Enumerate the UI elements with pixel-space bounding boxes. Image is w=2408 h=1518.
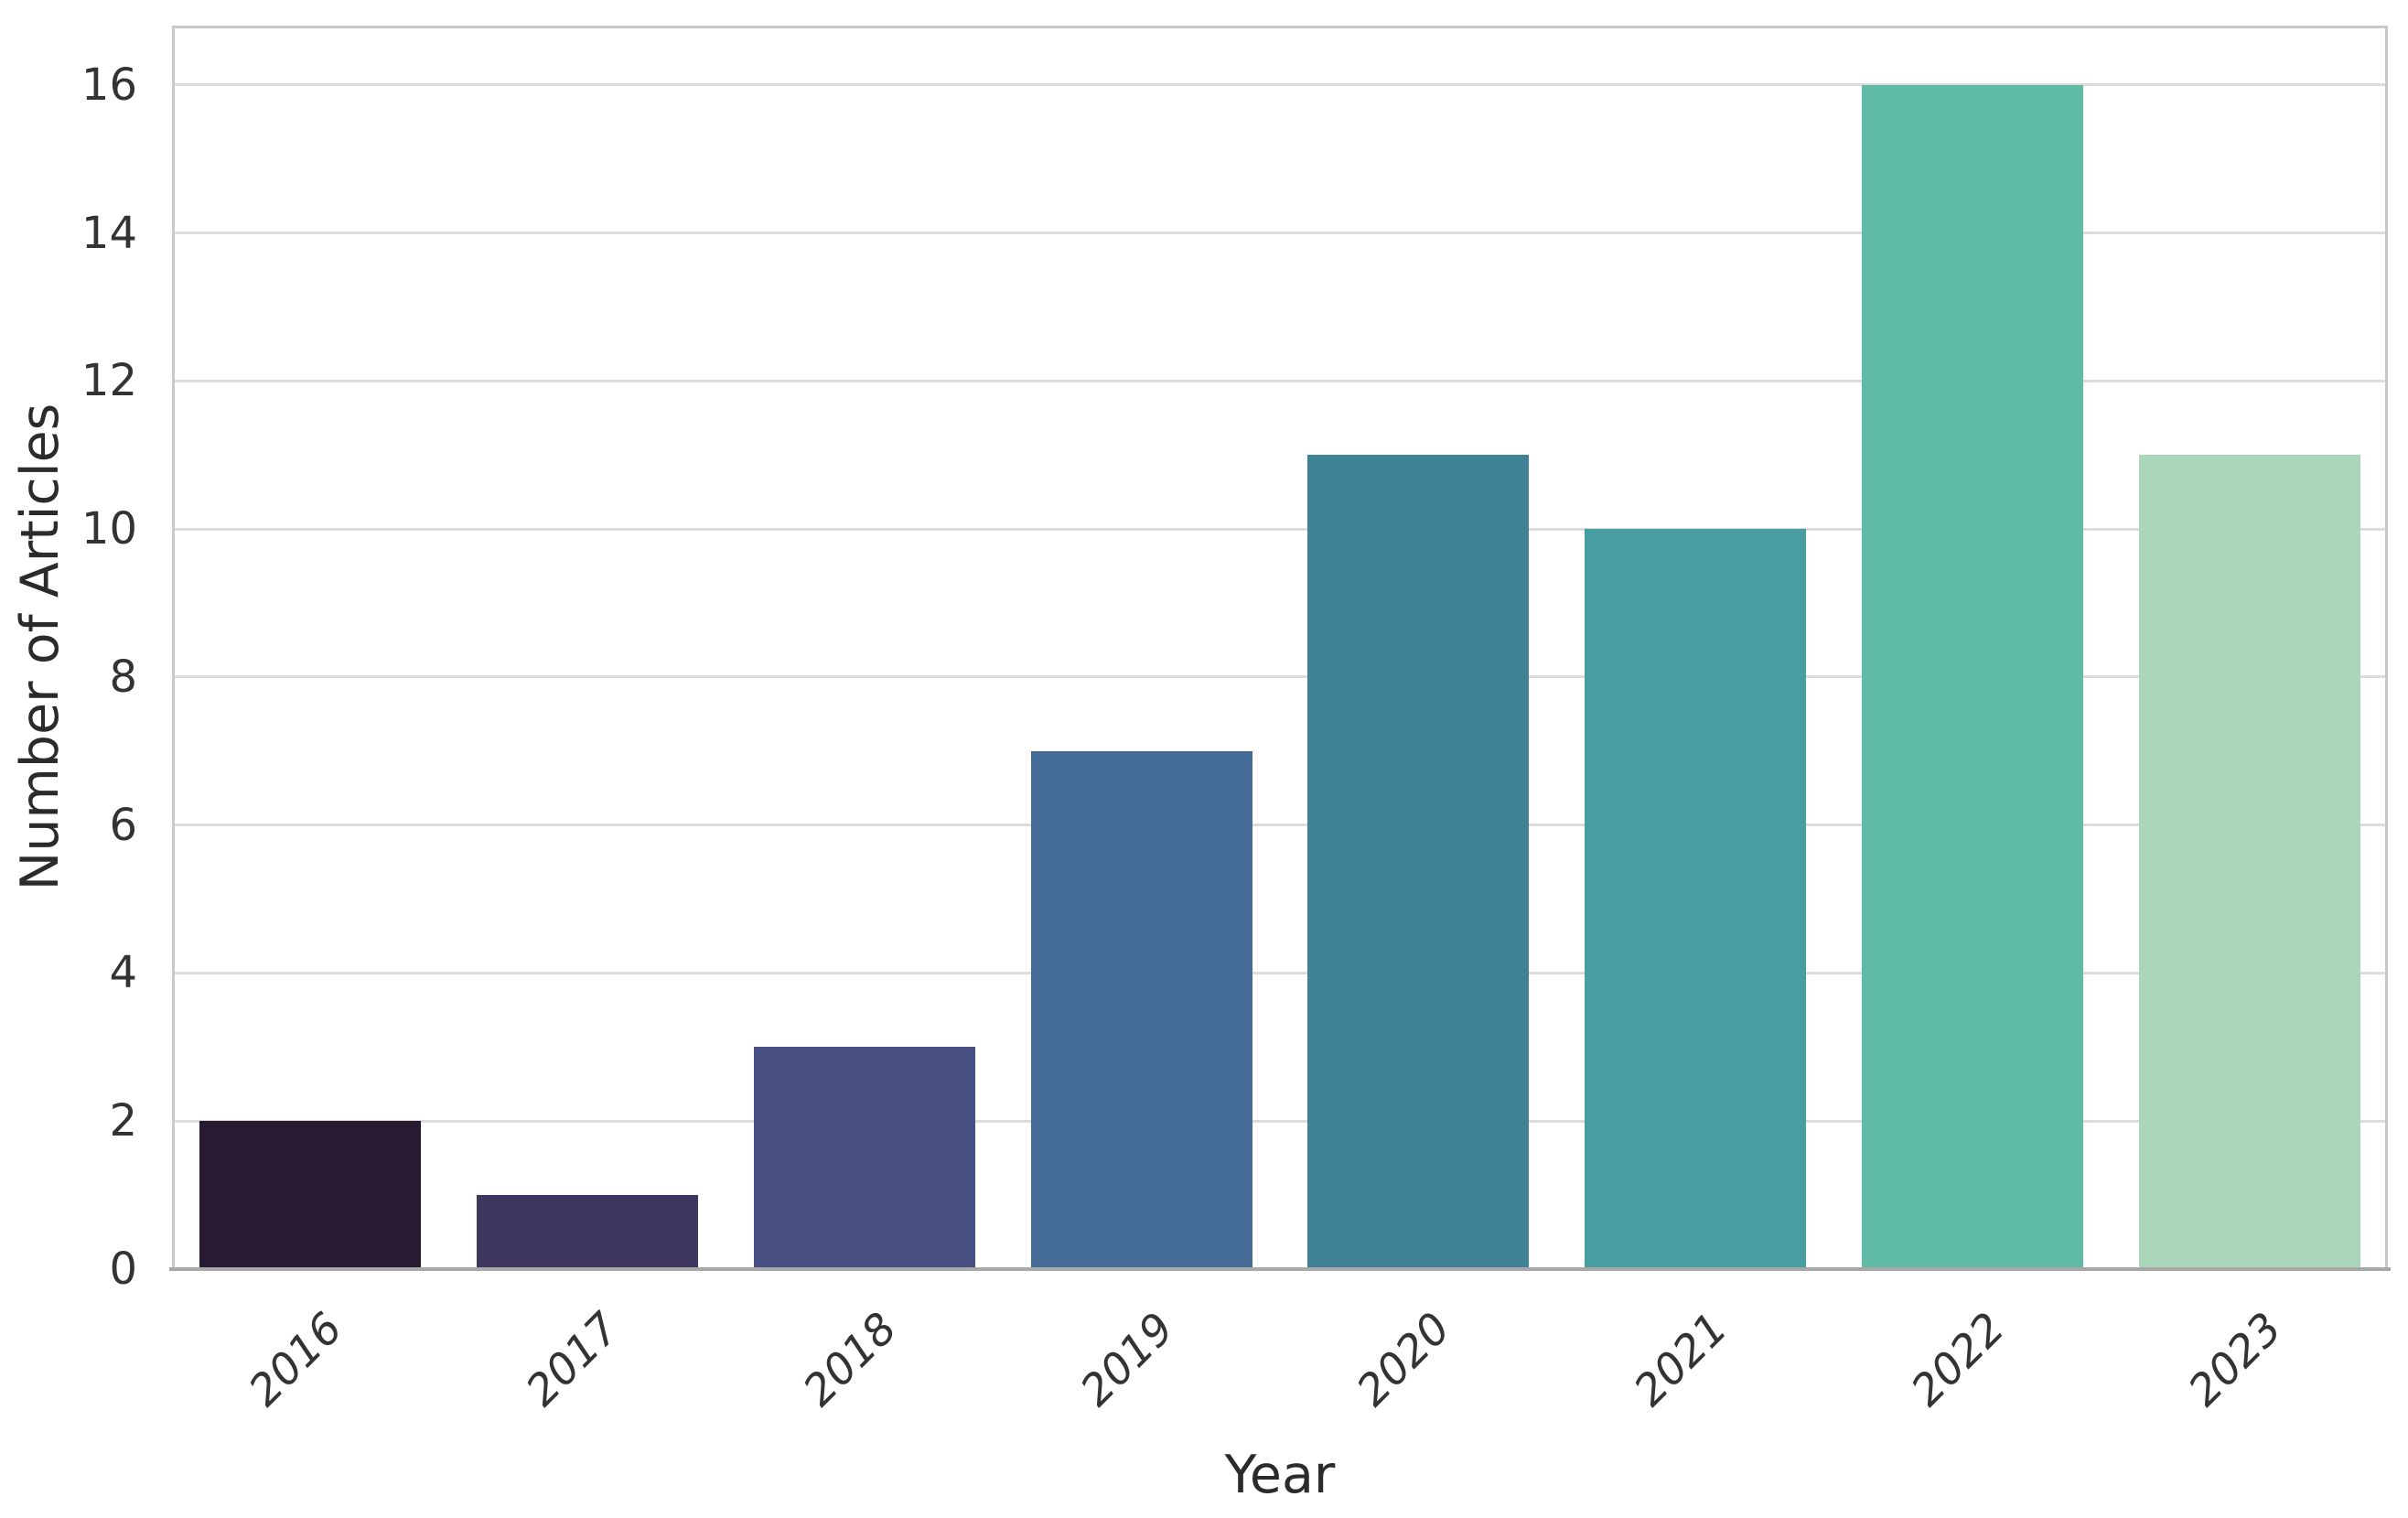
gridline-y12 — [175, 379, 2385, 382]
gridline-y14 — [175, 231, 2385, 234]
x-tick-label-2017: 2017 — [516, 1303, 630, 1416]
y-tick-label-4: 4 — [109, 947, 137, 999]
y-tick-label-0: 0 — [109, 1243, 137, 1295]
gridline-y16 — [175, 83, 2385, 87]
x-tick-label-2016: 2016 — [239, 1303, 353, 1416]
x-tick-label-2020: 2020 — [1347, 1303, 1461, 1416]
bar-2016 — [199, 1121, 421, 1269]
x-axis-line — [169, 1267, 2391, 1271]
x-tick-label-2023: 2023 — [2178, 1303, 2293, 1416]
gridline-y6 — [175, 824, 2385, 827]
x-tick-label-2022: 2022 — [1901, 1303, 2016, 1416]
y-tick-label-14: 14 — [81, 207, 137, 259]
y-tick-label-6: 6 — [109, 799, 137, 851]
gridline-y4 — [175, 971, 2385, 974]
x-tick-label-2019: 2019 — [1070, 1303, 1185, 1416]
bar-2022 — [1862, 85, 2083, 1269]
bar-2021 — [1585, 529, 1806, 1269]
bar-2018 — [754, 1047, 975, 1269]
x-axis-label: Year — [1224, 1445, 1336, 1505]
gridline-y2 — [175, 1119, 2385, 1123]
y-tick-label-2: 2 — [109, 1095, 137, 1147]
bar-2017 — [477, 1195, 698, 1269]
plot-area — [172, 26, 2388, 1269]
y-tick-label-16: 16 — [81, 59, 137, 111]
gridline-y8 — [175, 675, 2385, 679]
gridline-y10 — [175, 527, 2385, 531]
x-tick-label-2021: 2021 — [1624, 1303, 1738, 1416]
bar-2023 — [2139, 455, 2360, 1269]
y-tick-label-8: 8 — [109, 651, 137, 703]
y-tick-label-10: 10 — [81, 503, 137, 555]
bar-2019 — [1031, 751, 1252, 1269]
y-tick-label-12: 12 — [81, 355, 137, 407]
x-tick-label-2018: 2018 — [793, 1303, 908, 1416]
bar-2020 — [1307, 455, 1529, 1269]
